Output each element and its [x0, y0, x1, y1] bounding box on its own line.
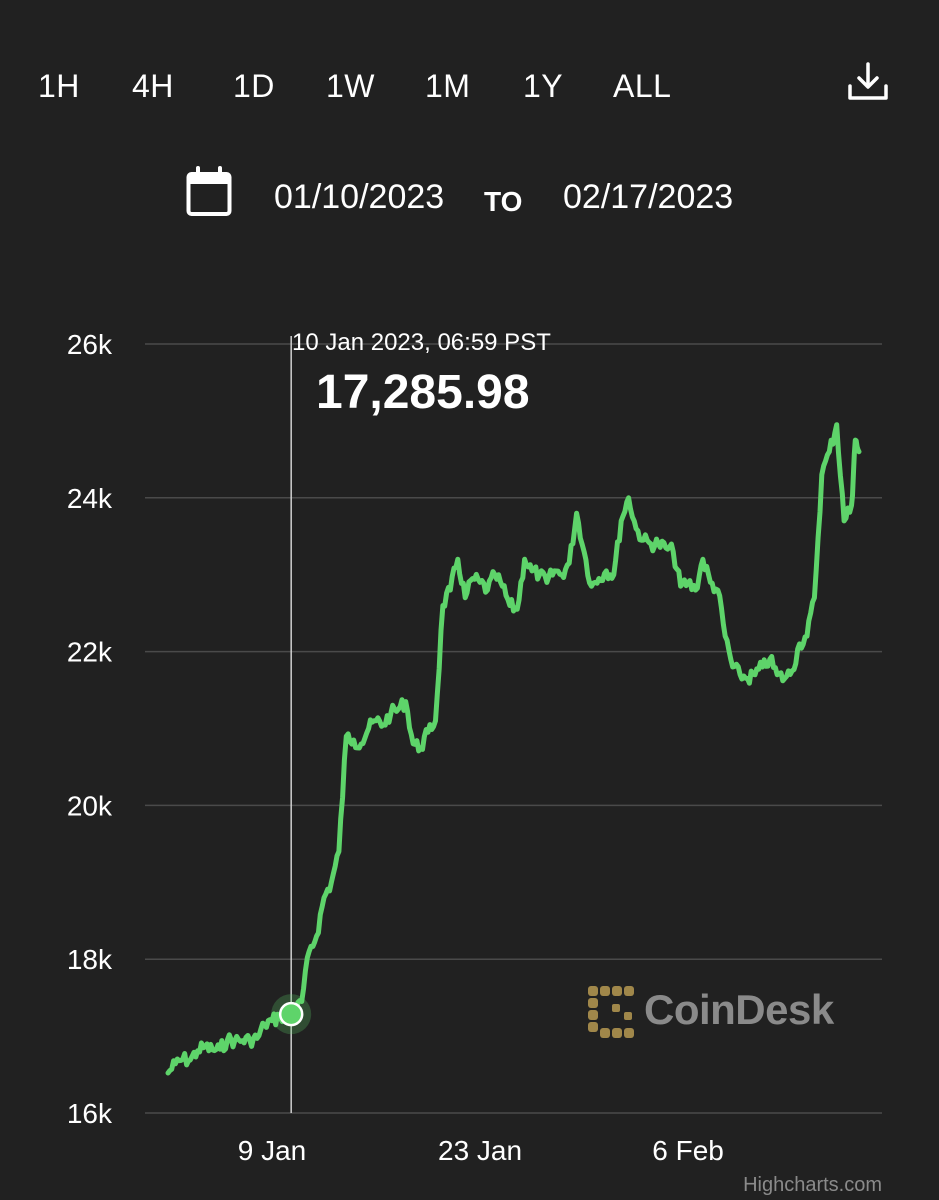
y-tick-label: 20k [67, 790, 113, 821]
range-button-1m[interactable]: 1M [425, 68, 471, 104]
range-button-1y[interactable]: 1Y [523, 68, 564, 104]
range-button-1w[interactable]: 1W [326, 68, 375, 104]
tooltip-date: 10 Jan 2023, 06:59 PST [292, 329, 551, 356]
x-tick-label: 6 Feb [652, 1135, 724, 1166]
range-button-4h[interactable]: 4H [132, 68, 174, 104]
watermark-text: CoinDesk [644, 986, 834, 1033]
range-button-1h[interactable]: 1H [38, 68, 80, 104]
to-label: TO [484, 186, 523, 217]
range-button-1d[interactable]: 1D [233, 68, 275, 104]
date-range: 01/10/2023 TO 02/17/2023 [0, 160, 939, 240]
y-tick-label: 24k [67, 483, 113, 514]
calendar-icon [186, 166, 232, 216]
y-tick-label: 26k [67, 329, 113, 360]
x-tick-label: 9 Jan [238, 1135, 307, 1166]
coindesk-watermark: CoinDesk [586, 982, 856, 1042]
highcharts-credits[interactable]: Highcharts.com [743, 1174, 882, 1196]
hover-marker [278, 1001, 304, 1027]
chart-plot: 16k 18k 20k 22k 24k 26k 9 Jan 23 Jan 6 Feb 10 J… [67, 329, 882, 1166]
from-date-input[interactable]: 01/10/2023 [274, 178, 445, 216]
download-icon [848, 62, 888, 100]
x-tick-label: 23 Jan [438, 1135, 522, 1166]
price-chart[interactable]: 16k 18k 20k 22k 24k 26k 9 Jan 23 Jan 6 Feb 10 J… [0, 300, 939, 1200]
coindesk-logo-icon [588, 986, 634, 1038]
y-tick-label: 22k [67, 637, 113, 668]
price-line [165, 422, 862, 1076]
to-date-input[interactable]: 02/17/2023 [563, 178, 734, 216]
calendar-button[interactable] [186, 166, 232, 218]
y-tick-label: 18k [67, 944, 113, 975]
range-button-all[interactable]: ALL [613, 68, 672, 104]
download-button[interactable] [846, 60, 890, 104]
y-tick-label: 16k [67, 1098, 113, 1129]
tooltip-value: 17,285.98 [316, 366, 530, 419]
range-selector: 1H 4H 1D 1W 1M 1Y ALL [0, 60, 939, 120]
